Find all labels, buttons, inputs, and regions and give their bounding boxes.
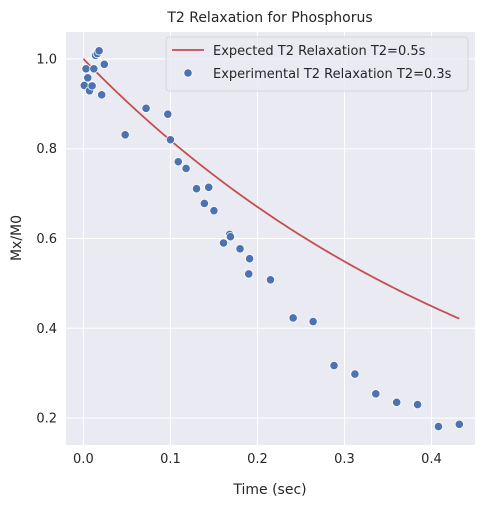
data-point bbox=[392, 397, 402, 407]
data-point bbox=[191, 184, 202, 194]
data-point bbox=[181, 163, 191, 174]
x-tick-label: 0.4 bbox=[421, 452, 442, 467]
data-point bbox=[308, 316, 318, 327]
data-point bbox=[225, 232, 236, 242]
legend-point-swatch bbox=[183, 68, 193, 78]
data-point bbox=[204, 182, 214, 192]
data-point bbox=[173, 157, 183, 167]
y-tick-label: 1.0 bbox=[36, 52, 57, 67]
x-axis-label: Time (sec) bbox=[232, 482, 306, 498]
data-point bbox=[81, 64, 91, 74]
data-point bbox=[83, 73, 93, 83]
data-point bbox=[454, 419, 464, 429]
data-point bbox=[433, 421, 444, 432]
data-point bbox=[245, 254, 255, 264]
x-tick-label: 0.2 bbox=[247, 452, 268, 467]
data-point bbox=[218, 238, 229, 248]
y-tick-label: 0.2 bbox=[36, 412, 57, 427]
expected-curve bbox=[82, 58, 460, 320]
chart-title: T2 Relaxation for Phosphorus bbox=[166, 10, 372, 26]
y-tick-label: 0.8 bbox=[36, 142, 57, 157]
data-point bbox=[244, 269, 254, 279]
data-point bbox=[329, 360, 339, 371]
data-point bbox=[87, 81, 97, 91]
expected-series bbox=[82, 58, 460, 320]
data-point bbox=[163, 109, 173, 119]
x-tick-label: 0.1 bbox=[160, 452, 181, 467]
data-point bbox=[209, 206, 219, 216]
y-axis-label: Mx/M0 bbox=[9, 215, 25, 261]
data-point bbox=[89, 64, 99, 74]
data-point bbox=[94, 46, 104, 56]
data-point bbox=[141, 103, 151, 113]
data-point bbox=[265, 275, 276, 285]
data-point bbox=[235, 244, 245, 254]
data-point bbox=[412, 399, 423, 410]
x-axis-ticks: 0.0 0.1 0.2 0.3 0.4 bbox=[73, 452, 442, 467]
x-tick-label: 0.3 bbox=[334, 452, 355, 467]
data-point bbox=[97, 90, 107, 100]
data-point bbox=[199, 198, 209, 209]
legend: Expected T2 Relaxation T2=0.5s Experimen… bbox=[165, 36, 469, 92]
data-point bbox=[99, 59, 109, 69]
y-tick-label: 0.6 bbox=[36, 232, 57, 247]
x-tick-label: 0.0 bbox=[73, 452, 94, 467]
legend-label-expected: Expected T2 Relaxation T2=0.5s bbox=[213, 44, 426, 59]
data-point bbox=[120, 130, 130, 140]
data-point bbox=[371, 389, 381, 399]
data-point bbox=[350, 369, 360, 379]
data-point bbox=[288, 313, 298, 323]
y-tick-label: 0.4 bbox=[36, 322, 57, 337]
y-axis-ticks: 0.2 0.4 0.6 0.8 1.0 bbox=[36, 52, 57, 426]
data-point bbox=[165, 135, 176, 145]
legend-box bbox=[165, 36, 469, 92]
experimental-series bbox=[79, 46, 464, 432]
legend-label-experimental: Experimental T2 Relaxation T2=0.3s bbox=[213, 67, 452, 82]
